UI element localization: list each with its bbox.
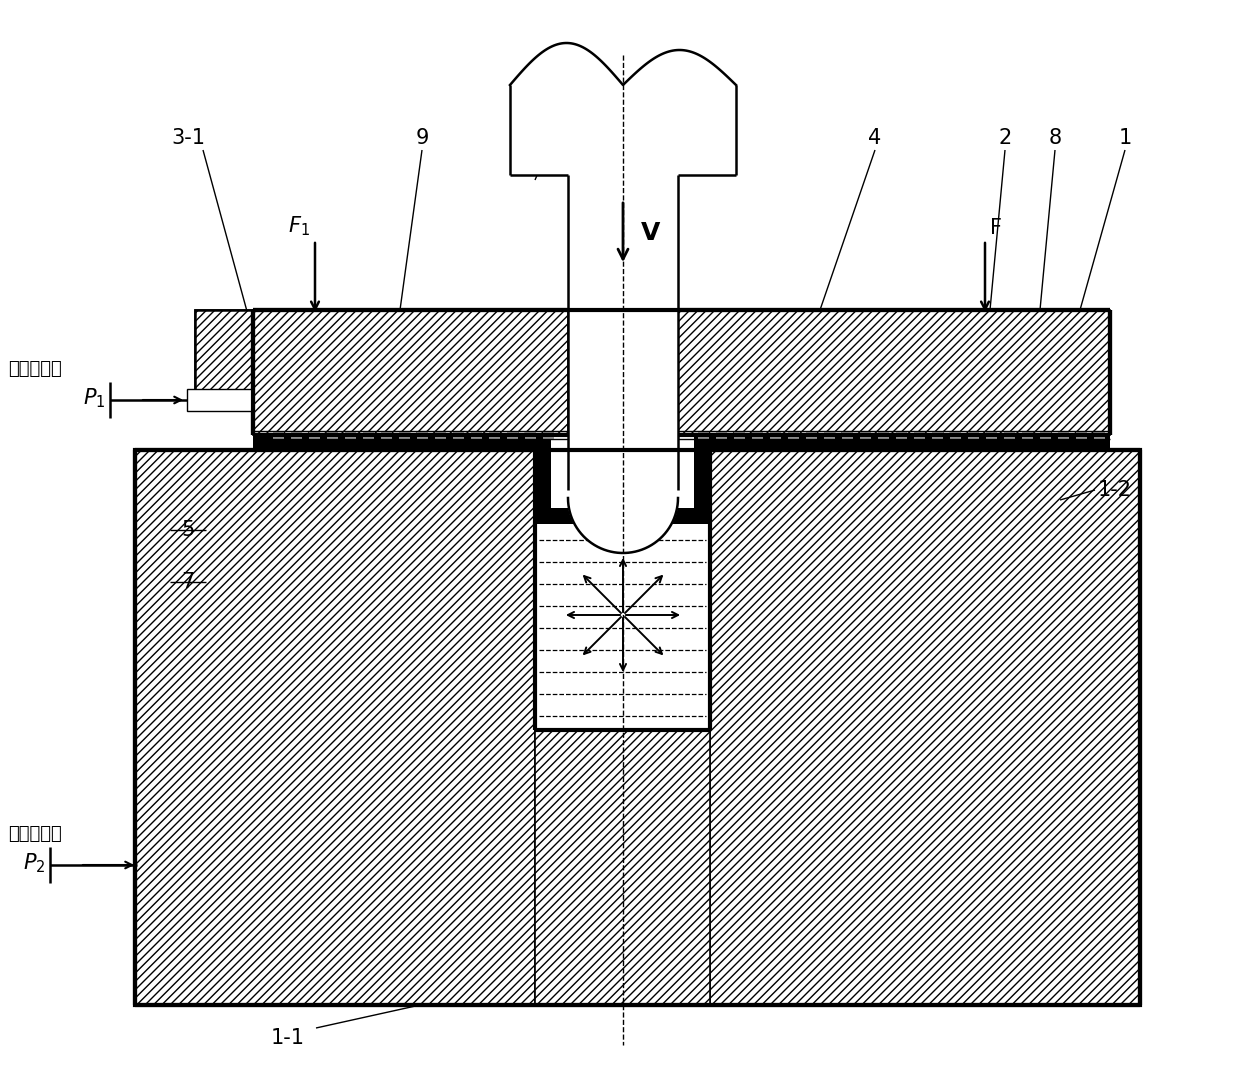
Polygon shape bbox=[510, 43, 736, 85]
Bar bbox=[1057, 431, 1069, 439]
Bar bbox=[471, 431, 483, 439]
Bar bbox=[522, 435, 535, 447]
Text: V: V bbox=[641, 220, 661, 244]
Text: $P_1$: $P_1$ bbox=[82, 386, 105, 410]
Bar bbox=[309, 431, 320, 439]
Bar bbox=[710, 435, 722, 447]
Bar bbox=[1004, 431, 1015, 439]
Bar bbox=[567, 175, 678, 490]
Bar bbox=[878, 431, 889, 439]
Bar bbox=[382, 431, 392, 439]
Bar bbox=[187, 389, 253, 411]
Bar bbox=[253, 310, 567, 435]
Bar bbox=[678, 310, 1110, 435]
Bar bbox=[135, 450, 535, 1005]
Bar bbox=[842, 431, 853, 439]
Bar bbox=[788, 431, 799, 439]
Bar bbox=[860, 431, 870, 439]
Text: $F_1$: $F_1$ bbox=[288, 214, 311, 238]
Bar bbox=[525, 431, 536, 439]
Bar bbox=[345, 431, 355, 439]
Bar bbox=[453, 431, 464, 439]
Bar bbox=[489, 431, 500, 439]
Bar bbox=[187, 389, 253, 411]
Bar bbox=[695, 435, 710, 524]
Bar bbox=[195, 310, 253, 400]
Bar bbox=[535, 730, 710, 1005]
Bar bbox=[734, 431, 744, 439]
Bar bbox=[678, 435, 1110, 449]
Bar bbox=[986, 431, 998, 439]
Text: 接液压系统: 接液压系统 bbox=[7, 360, 62, 378]
Bar bbox=[535, 452, 710, 728]
Bar bbox=[914, 431, 925, 439]
Bar bbox=[542, 431, 554, 439]
Bar bbox=[1094, 431, 1105, 439]
Text: 1: 1 bbox=[1119, 128, 1131, 148]
Bar bbox=[710, 450, 1140, 1005]
Text: 3-1: 3-1 bbox=[171, 128, 205, 148]
Bar bbox=[806, 431, 817, 439]
Bar bbox=[752, 431, 763, 439]
Bar bbox=[1023, 431, 1033, 439]
Bar bbox=[135, 450, 1140, 1005]
Text: 1-2: 1-2 bbox=[1099, 481, 1132, 500]
Bar bbox=[435, 431, 446, 439]
Text: 4: 4 bbox=[868, 128, 882, 148]
Bar bbox=[551, 435, 695, 508]
Bar bbox=[932, 431, 943, 439]
Bar bbox=[535, 435, 551, 524]
Bar bbox=[273, 431, 284, 439]
Bar bbox=[897, 431, 907, 439]
Bar bbox=[824, 431, 835, 439]
Bar bbox=[416, 431, 428, 439]
Bar bbox=[508, 431, 518, 439]
Text: F: F bbox=[990, 218, 1003, 238]
Bar bbox=[291, 431, 302, 439]
Polygon shape bbox=[567, 498, 678, 553]
Bar bbox=[769, 431, 781, 439]
Text: 1-1: 1-1 bbox=[271, 1028, 306, 1048]
Bar bbox=[195, 310, 253, 400]
Bar bbox=[1076, 431, 1087, 439]
Text: 8: 8 bbox=[1049, 128, 1061, 148]
Bar bbox=[716, 431, 727, 439]
Bar bbox=[510, 80, 736, 175]
Bar bbox=[968, 431, 979, 439]
Text: $P_2$: $P_2$ bbox=[22, 851, 45, 875]
Bar bbox=[1040, 431, 1051, 439]
Bar bbox=[363, 431, 374, 439]
Text: 9: 9 bbox=[415, 128, 429, 148]
Bar bbox=[253, 435, 567, 449]
Bar bbox=[535, 508, 710, 524]
Bar bbox=[698, 431, 710, 439]
Text: 7: 7 bbox=[181, 572, 195, 592]
Bar bbox=[950, 431, 961, 439]
Text: 3: 3 bbox=[541, 128, 555, 148]
Bar bbox=[327, 431, 338, 439]
Bar bbox=[567, 310, 678, 508]
Bar bbox=[399, 431, 410, 439]
Text: 2: 2 bbox=[999, 128, 1011, 148]
Text: 5: 5 bbox=[181, 520, 195, 540]
Text: 接液压系统: 接液压系统 bbox=[7, 825, 62, 843]
